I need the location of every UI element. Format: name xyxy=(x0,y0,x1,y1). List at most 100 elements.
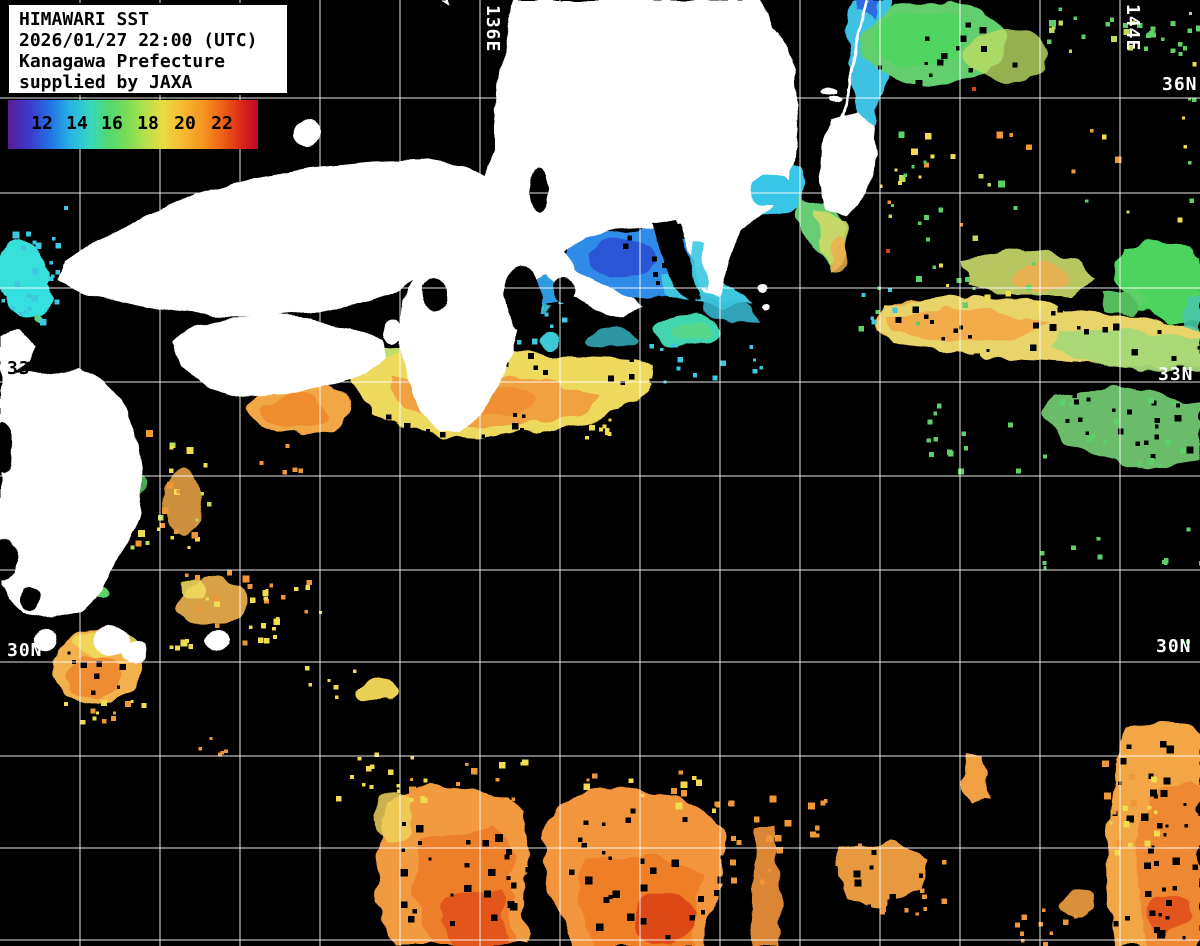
sst-speckle xyxy=(1026,144,1032,150)
noise-hole xyxy=(412,908,418,914)
sst-speckle xyxy=(1096,536,1101,541)
sst-speckle xyxy=(823,799,828,803)
bay-mikawa-bay xyxy=(554,277,576,303)
sst-speckle xyxy=(54,299,60,305)
sst-speckle xyxy=(749,345,754,350)
sst-speckle xyxy=(14,281,21,288)
sst-speckle xyxy=(64,702,68,706)
sst-speckle xyxy=(218,752,222,757)
sst-speckle xyxy=(1151,776,1157,783)
sst-speckle xyxy=(298,468,304,473)
sst-speckle xyxy=(670,788,677,795)
sst-speckle xyxy=(815,833,820,838)
noise-hole xyxy=(1172,857,1180,865)
sst-speckle xyxy=(396,783,401,788)
sst-speckle xyxy=(1192,97,1197,102)
sst-speckle xyxy=(926,438,931,443)
sst-speckle xyxy=(214,601,220,608)
noise-hole xyxy=(602,851,606,855)
sst-speckle xyxy=(191,532,198,539)
sst-speckle xyxy=(923,162,930,168)
sst-speckle xyxy=(1069,402,1073,407)
sst-speckle xyxy=(425,790,432,798)
noise-hole xyxy=(1165,824,1169,828)
sst-speckle xyxy=(1128,773,1135,780)
noise-hole xyxy=(656,281,660,286)
sst-speckle xyxy=(357,757,362,761)
noise-hole xyxy=(1126,815,1134,823)
noise-hole xyxy=(854,879,862,887)
sst-speckle xyxy=(1188,161,1192,165)
orange-streak-ne xyxy=(962,752,988,806)
sst-speckle xyxy=(194,575,200,581)
sst-speckle xyxy=(1112,809,1117,815)
noise-hole xyxy=(583,820,589,826)
sst-speckle xyxy=(752,368,758,374)
noise-hole xyxy=(568,869,575,875)
noise-hole xyxy=(653,272,658,278)
sst-speckle xyxy=(961,431,967,437)
small-yellow-blob xyxy=(354,678,398,702)
sst-speckle xyxy=(623,791,630,798)
sst-speckle xyxy=(809,831,816,838)
bay-osaka-bay xyxy=(420,278,448,310)
noise-hole xyxy=(1151,845,1155,849)
sst-speckle xyxy=(1127,842,1133,848)
sst-speckle xyxy=(926,237,931,242)
suruga-cyan xyxy=(692,240,706,292)
sst-speckle xyxy=(20,244,27,251)
noise-hole xyxy=(440,431,446,438)
rband-green-e xyxy=(1052,330,1200,372)
sst-speckle xyxy=(1187,28,1192,34)
sst-speckle xyxy=(930,154,935,159)
sst-speckle xyxy=(304,609,308,614)
sst-speckle xyxy=(262,590,269,597)
sst-speckle xyxy=(1162,560,1167,565)
land-honshu-west xyxy=(60,0,798,432)
data-credit: supplied by JAXA xyxy=(19,72,193,93)
sst-speckle xyxy=(660,348,664,352)
sst-speckle xyxy=(820,800,826,806)
colorbar-tick-22: 22 xyxy=(211,113,233,134)
sst-speckle xyxy=(264,638,270,644)
noise-hole xyxy=(627,235,633,241)
noise-hole xyxy=(928,886,932,890)
noise-hole xyxy=(506,876,511,881)
sst-speckle xyxy=(250,597,256,603)
land-kyushu xyxy=(0,330,142,618)
noise-hole xyxy=(919,873,924,878)
noise-hole xyxy=(1085,431,1089,436)
noise-hole xyxy=(577,837,583,843)
lat-label-36n: 36N xyxy=(1162,74,1198,95)
noise-hole xyxy=(403,422,411,430)
lat-label-30n-left: 30N xyxy=(7,640,43,661)
lat-label-33n: 33N xyxy=(1158,364,1194,385)
sst-speckle xyxy=(897,180,903,186)
midleft-yellow xyxy=(176,576,208,600)
noise-hole xyxy=(1165,900,1172,907)
sst-speckle xyxy=(176,489,180,494)
ne-green-core xyxy=(874,10,966,66)
sst-speckle xyxy=(605,430,610,436)
sst-speckle xyxy=(269,583,274,588)
sst-speckle xyxy=(933,411,938,416)
noise-hole xyxy=(1154,417,1160,424)
island xyxy=(123,641,149,663)
sst-speckle xyxy=(224,749,228,754)
noise-hole xyxy=(1197,346,1200,350)
sst-speckle xyxy=(1104,792,1112,800)
sst-speckle xyxy=(814,825,820,831)
sst-speckle xyxy=(188,644,194,649)
noise-hole xyxy=(1148,847,1154,854)
sst-speckle xyxy=(1101,134,1107,140)
sst-speckle xyxy=(227,570,233,576)
noise-hole xyxy=(1150,454,1156,460)
sst-speckle xyxy=(562,317,568,323)
sst-speckle xyxy=(987,183,991,187)
noise-hole xyxy=(466,840,471,845)
sst-speckle xyxy=(1144,46,1149,51)
noise-hole xyxy=(979,26,987,34)
noise-hole xyxy=(146,665,150,669)
sst-speckle xyxy=(938,207,943,213)
